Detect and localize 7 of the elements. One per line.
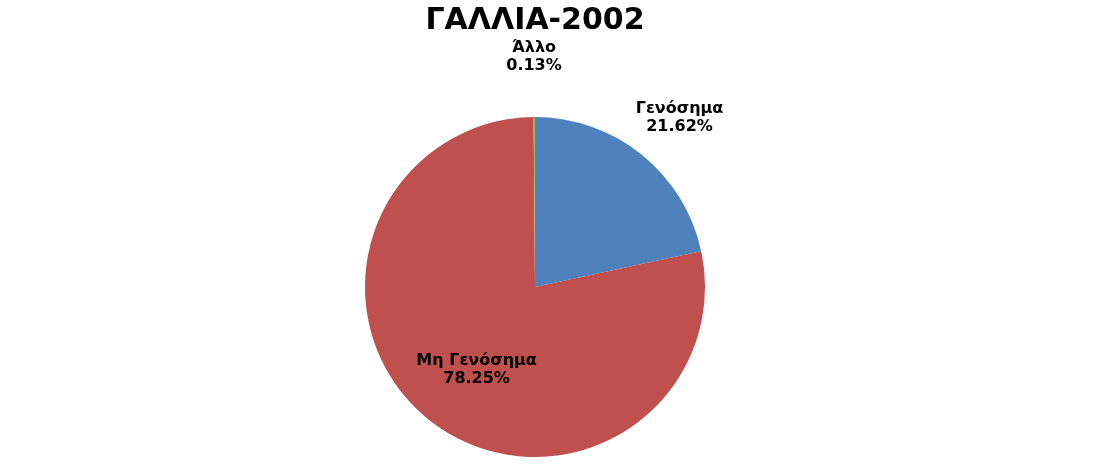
data-label: 78.25% — [443, 367, 510, 387]
slice-label: Γενόσημα — [635, 98, 724, 118]
slice-label: Μη Γενόσημα — [416, 349, 537, 369]
data-label: 0.13% — [506, 55, 562, 74]
chart-title: ΓΑΛΛΙΑ-2002 — [425, 1, 645, 36]
slice-label: Άλλο — [512, 37, 557, 56]
data-label: 21.62% — [646, 116, 713, 136]
